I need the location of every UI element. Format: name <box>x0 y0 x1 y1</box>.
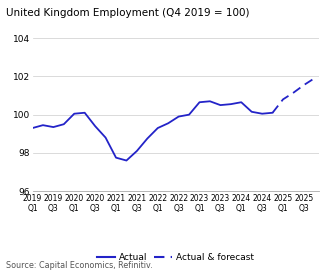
Legend: Actual, Actual & forecast: Actual, Actual & forecast <box>93 250 258 266</box>
Text: United Kingdom Employment (Q4 2019 = 100): United Kingdom Employment (Q4 2019 = 100… <box>6 8 250 18</box>
Text: Source: Capital Economics, Refinitiv.: Source: Capital Economics, Refinitiv. <box>6 261 153 270</box>
